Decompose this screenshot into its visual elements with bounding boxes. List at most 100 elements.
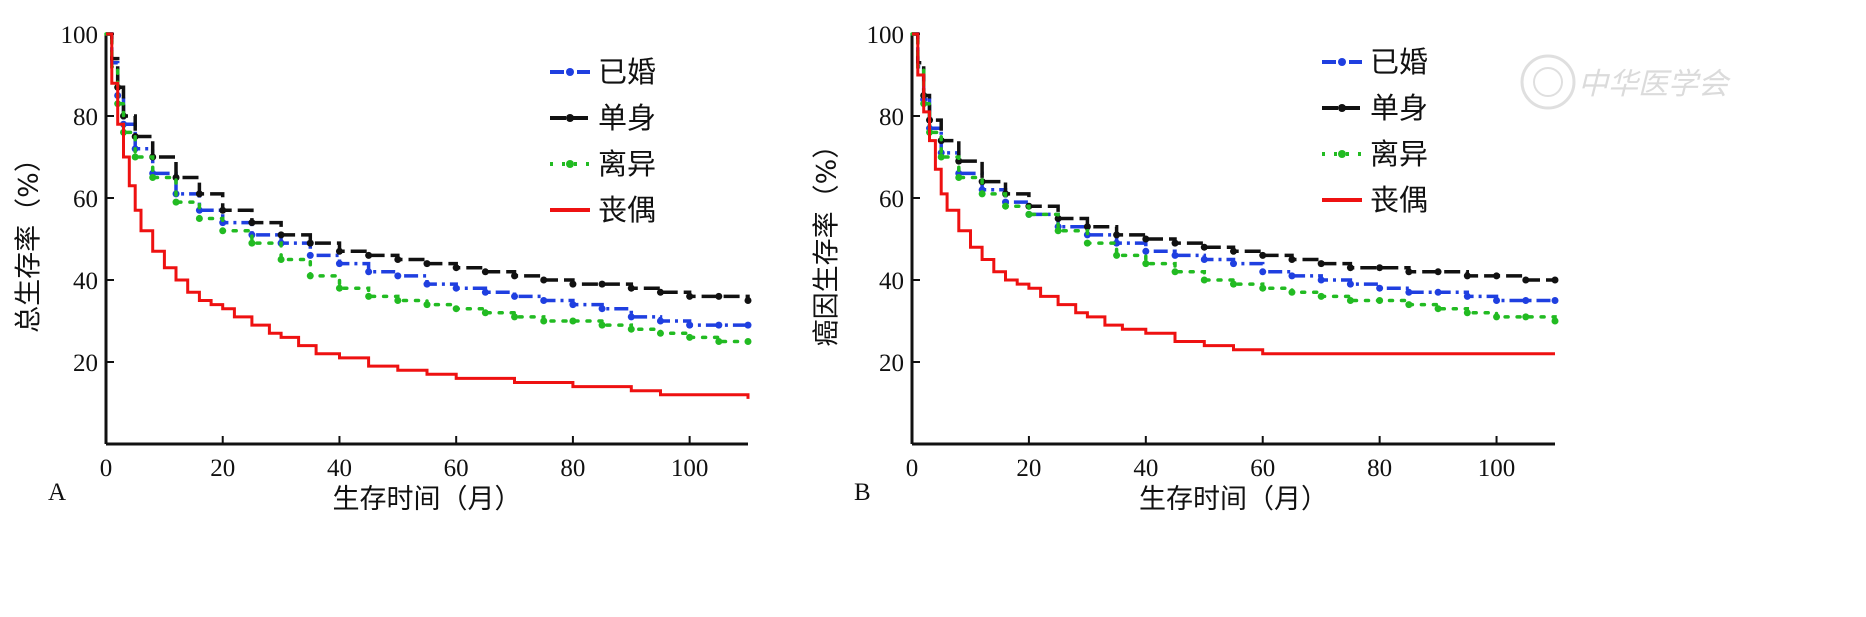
data-point: [452, 284, 460, 292]
data-point: [569, 301, 577, 309]
legend-label: 已婚: [1370, 45, 1428, 79]
data-point: [569, 280, 577, 288]
series-单身: [106, 32, 752, 304]
data-point: [335, 284, 343, 292]
data-point: [1317, 292, 1325, 300]
data-point: [955, 174, 963, 181]
data-point: [540, 297, 548, 304]
series-line: [912, 32, 1555, 303]
data-point: [219, 227, 227, 235]
data-point: [540, 317, 548, 325]
data-point: [219, 219, 227, 227]
data-point: [1142, 235, 1150, 243]
data-point: [1463, 272, 1471, 280]
data-point: [1317, 260, 1325, 268]
legend-item: 离异: [1322, 137, 1428, 171]
legend-marker: [1338, 58, 1346, 66]
data-point: [1405, 288, 1413, 296]
data-point: [1230, 280, 1237, 288]
data-point: [511, 272, 519, 280]
x-tick-label: 100: [1478, 455, 1516, 482]
data-point: [1522, 276, 1530, 284]
data-point: [978, 190, 986, 198]
x-tick-label: 20: [210, 455, 235, 482]
data-point: [1405, 268, 1413, 276]
series-line: [910, 32, 1557, 323]
data-point: [1083, 239, 1091, 247]
data-point: [1463, 309, 1471, 317]
y-tick-label: 80: [879, 104, 904, 131]
data-point: [172, 198, 180, 206]
data-point: [1113, 231, 1121, 239]
data-point: [1002, 202, 1010, 210]
data-point: [627, 313, 635, 321]
data-point: [686, 292, 694, 300]
data-point: [172, 174, 180, 181]
data-point: [598, 305, 606, 313]
data-point: [1230, 247, 1237, 255]
series-line: [912, 32, 1555, 356]
data-point: [1551, 297, 1559, 304]
x-axis-title: 生存时间（月）: [1139, 484, 1328, 515]
data-point: [656, 288, 664, 296]
legend-marker: [1338, 104, 1346, 112]
x-tick-label: 80: [1367, 455, 1392, 482]
y-axis-title: 总生存率（%）: [14, 145, 45, 333]
y-tick-label: 80: [73, 104, 98, 131]
data-point: [1230, 260, 1237, 268]
data-point: [937, 153, 945, 161]
data-point: [277, 256, 285, 263]
y-tick-label: 20: [73, 350, 98, 377]
data-point: [1113, 251, 1121, 259]
data-point: [365, 251, 373, 259]
data-point: [1376, 264, 1384, 272]
data-point: [1551, 276, 1559, 284]
data-point: [1493, 272, 1501, 280]
legend-label: 丧偶: [598, 193, 656, 227]
data-point: [1493, 297, 1501, 304]
panel-b: 0 20 40 60 80 100 20 40 60 80 100 生存时间（月） 癌因生存率（%） B 已…: [812, 22, 1559, 515]
series-line: [104, 32, 750, 344]
data-point: [195, 190, 203, 198]
data-point: [1522, 297, 1530, 304]
data-point: [195, 215, 203, 222]
data-point: [277, 231, 285, 239]
data-point: [219, 206, 227, 214]
x-tick-label: 60: [1250, 455, 1275, 482]
y-tick-label: 60: [879, 186, 904, 213]
legend-label: 已婚: [598, 55, 656, 89]
series-已婚: [912, 32, 1559, 304]
x-tick-label: 20: [1016, 455, 1041, 482]
x-tick-label: 100: [671, 455, 709, 482]
data-point: [744, 321, 752, 329]
data-point: [131, 153, 139, 161]
y-tick-label: 60: [73, 186, 98, 213]
data-point: [365, 292, 373, 300]
data-point: [423, 301, 431, 309]
series-离异: [910, 32, 1559, 325]
data-point: [452, 305, 460, 313]
legend-item: 单身: [1322, 91, 1428, 125]
data-point: [540, 276, 548, 284]
data-point: [394, 256, 402, 263]
x-tick-label: 0: [906, 455, 919, 482]
data-point: [1142, 247, 1150, 255]
data-point: [1054, 227, 1062, 235]
data-point: [149, 174, 157, 181]
data-point: [195, 206, 203, 214]
data-point: [423, 260, 431, 268]
legend-label: 离异: [1370, 137, 1428, 171]
legend-marker: [566, 114, 574, 122]
data-point: [656, 329, 664, 337]
data-point: [335, 247, 343, 255]
data-point: [1522, 313, 1530, 321]
legend-item: 离异: [550, 147, 656, 181]
x-tick-label: 0: [100, 455, 113, 482]
panel-a: 0 20 40 60 80 100 20 40 60 80 100 生存时间（月） 总生存率（%） A 已婚…: [14, 22, 752, 515]
series-line: [106, 32, 750, 399]
data-point: [481, 288, 489, 296]
data-point: [1113, 239, 1121, 247]
panel-label: A: [48, 479, 66, 506]
data-point: [1288, 288, 1296, 296]
